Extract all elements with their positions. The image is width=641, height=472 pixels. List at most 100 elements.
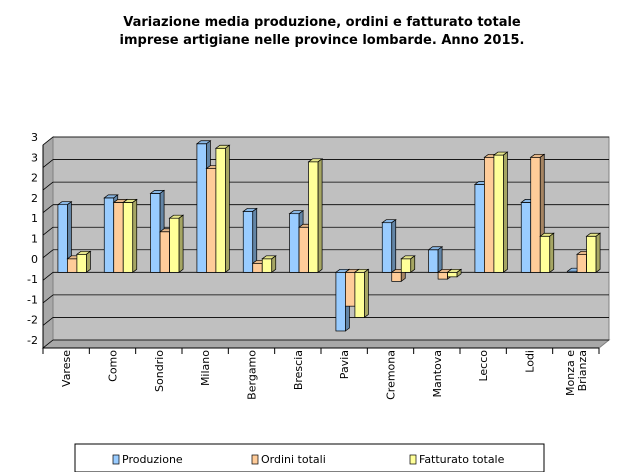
bar-fatturato-totale-monza-e-brianza — [585, 232, 602, 274]
bar-front — [576, 253, 587, 273]
x-tick-label: Bergamo — [246, 350, 259, 400]
bar-front — [381, 222, 393, 273]
x-tick-label: Pavia — [338, 350, 351, 379]
bar-side — [391, 219, 397, 274]
bar-fatturato-totale-lodi — [539, 232, 555, 274]
bar-produzione-mantova — [427, 246, 444, 274]
bar-front — [215, 147, 226, 273]
legend-swatch — [409, 454, 417, 465]
gridline-side — [42, 159, 54, 168]
x-tick-label: Mantova — [431, 350, 444, 398]
bar-front — [67, 258, 78, 273]
bar-side — [317, 158, 323, 274]
bar-front — [335, 271, 346, 332]
x-tick-label: Brianza — [576, 350, 589, 391]
bar-side — [410, 255, 416, 274]
y-tick-label: -2 — [27, 334, 38, 347]
bar-fatturato-totale-cremona — [400, 255, 416, 274]
bar-front — [539, 235, 551, 273]
y-tick-label: -1 — [27, 273, 38, 286]
bar-front — [122, 202, 134, 273]
gridline-side — [42, 272, 54, 281]
bar-front — [169, 217, 180, 273]
bar-side — [271, 255, 277, 274]
bar-fatturato-totale-como — [122, 198, 138, 274]
legend-swatch — [251, 454, 259, 465]
bar-front — [530, 156, 541, 273]
bar-side — [549, 232, 555, 274]
bar-fatturato-totale-milano — [214, 144, 231, 274]
gridline-side — [42, 339, 54, 349]
bar-front — [354, 271, 365, 318]
x-tick-label: Como — [107, 350, 120, 382]
x-tick-label: Cremona — [385, 350, 398, 400]
bar-fatturato-totale-bergamo — [261, 255, 277, 274]
bar-front — [474, 184, 485, 273]
bar-front — [103, 197, 115, 273]
gridline-side — [42, 317, 54, 326]
bar-front — [196, 143, 207, 273]
bar-front — [76, 253, 87, 273]
x-tick-label: Lecco — [477, 350, 490, 382]
legend-item-produzione: Produzione — [112, 453, 183, 466]
x-tick-label: Varese — [60, 350, 73, 387]
bar-front — [484, 156, 495, 273]
bar-front — [298, 226, 309, 273]
bar-front — [242, 211, 254, 273]
bar-front — [493, 154, 504, 273]
bar-fatturato-totale-brescia — [307, 158, 324, 274]
legend-swatch — [112, 454, 120, 465]
gridline-side — [42, 226, 54, 236]
bar-front — [437, 271, 448, 280]
legend-item-fatturato-totale: Fatturato totale — [409, 453, 505, 466]
bar-front — [252, 262, 263, 273]
bar-front — [261, 258, 273, 273]
y-tick-label: -2 — [27, 314, 38, 327]
bar-front — [113, 202, 124, 273]
gridline-side — [42, 294, 54, 304]
bar-front — [289, 213, 300, 273]
x-tick-label: Lodi — [524, 350, 537, 373]
x-tick-label: Milano — [199, 350, 212, 386]
legend-label: Produzione — [122, 453, 183, 466]
bar-side — [225, 144, 230, 274]
y-tick-label: 1 — [31, 212, 38, 225]
plot-side-wall — [42, 135, 54, 350]
bar-side — [595, 232, 601, 274]
y-tick-label: 1 — [31, 233, 38, 246]
bar-fatturato-totale-mantova — [446, 268, 463, 278]
bar-side — [437, 246, 443, 274]
bar-front — [57, 204, 68, 273]
bar-side — [503, 151, 508, 274]
plot-floor — [41, 339, 611, 349]
bar-fatturato-totale-lecco — [492, 151, 509, 274]
bar-front — [520, 202, 532, 273]
gridline-side — [42, 204, 54, 213]
y-tick-label: 3 — [31, 131, 38, 144]
bar-front — [400, 258, 412, 273]
bar-front — [308, 161, 319, 273]
bar-fatturato-totale-pavia — [353, 268, 370, 319]
gridline-side — [42, 181, 54, 191]
bar-front — [586, 235, 597, 273]
y-tick-label: -1 — [27, 293, 38, 306]
bar-produzione-varese — [56, 200, 73, 274]
bar-side — [456, 268, 462, 278]
bar-fatturato-totale-varese — [75, 250, 92, 274]
bar-front — [206, 168, 217, 273]
chart-title-line-1: Variazione media produzione, ordini e fa… — [123, 15, 521, 30]
bar-side — [364, 268, 369, 319]
x-tick-label: Brescia — [292, 350, 305, 390]
bar-front — [391, 271, 402, 282]
bar-fatturato-totale-sondrio — [168, 214, 185, 274]
y-tick-label: 2 — [31, 172, 38, 185]
bar-front — [345, 271, 356, 307]
legend-label: Ordini totali — [261, 453, 326, 466]
legend-item-ordini-totali: Ordini totali — [251, 453, 326, 466]
bar-side — [132, 198, 138, 274]
y-tick-label: 2 — [31, 192, 38, 205]
bar-side — [86, 250, 91, 274]
legend-label: Fatturato totale — [419, 453, 505, 466]
chart-title-line-2: imprese artigiane nelle province lombard… — [120, 33, 525, 48]
